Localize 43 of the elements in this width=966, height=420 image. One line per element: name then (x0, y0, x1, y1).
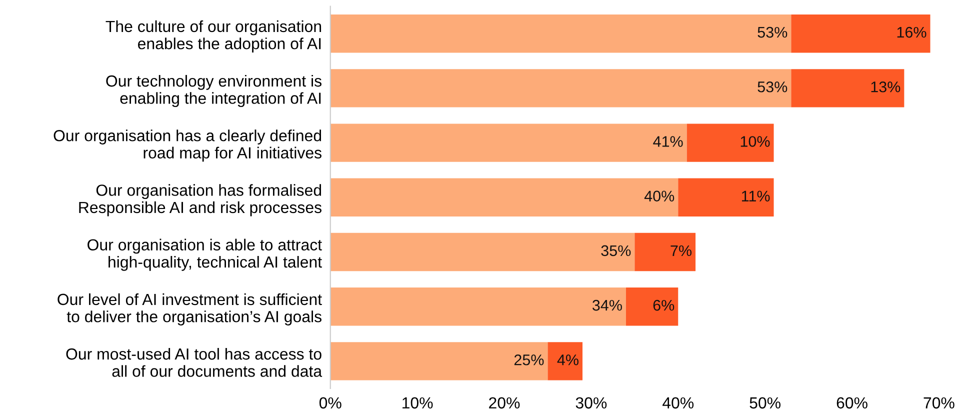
bar (330, 124, 687, 162)
bar (330, 14, 792, 53)
bar (330, 232, 635, 272)
bar (330, 178, 678, 217)
data-label: 6% (653, 300, 674, 311)
bar (330, 342, 548, 380)
bar (791, 69, 904, 108)
x-tick-label: 40% (662, 397, 694, 409)
y-tick-label: Our most-used AI tool has access to all of our documents and data (66, 348, 322, 377)
x-tick-label: 70% (924, 397, 954, 409)
y-tick-label: Our organisation has a clearly defined road map for AI initiatives (54, 130, 322, 162)
y-tick-label: Our organisation has formalised Responsible AI and risk processes (79, 184, 322, 216)
data-label: 53% (758, 81, 788, 92)
bar (330, 287, 626, 326)
data-label: 13% (871, 81, 900, 92)
x-tick-label: 60% (836, 397, 868, 409)
data-label: 34% (592, 300, 622, 311)
data-label: 10% (740, 136, 770, 147)
data-label: 4% (557, 354, 578, 366)
x-tick-label: 0% (319, 397, 342, 409)
bar (330, 69, 792, 108)
y-tick-label: Our organisation is able to attract high-quality, technical AI talent (88, 238, 322, 271)
x-tick-label: 30% (576, 397, 607, 409)
data-label: 35% (601, 245, 631, 256)
data-label: 16% (897, 26, 926, 38)
data-label: 11% (742, 190, 770, 202)
data-label: 53% (758, 26, 788, 38)
x-tick-label: 50% (750, 397, 780, 409)
data-label: 40% (644, 190, 674, 202)
x-tick-label: 10% (402, 397, 433, 409)
bar (791, 14, 930, 53)
y-tick-label: The culture of our organisation enables the adoption of AI (106, 20, 322, 52)
bar (626, 287, 678, 326)
data-label: 41% (653, 136, 683, 147)
y-tick-label: Our technology environment is enabling the integration of AI (106, 74, 322, 108)
data-label: 25% (514, 354, 544, 366)
data-label: 7% (670, 245, 692, 256)
bar (678, 178, 774, 217)
bar (686, 124, 774, 162)
x-tick-label: 20% (489, 397, 520, 409)
bar (548, 342, 582, 380)
y-tick-label: Our level of AI investment is sufficient to deliver the organisation’s AI goals (58, 293, 322, 326)
bar (634, 232, 696, 272)
